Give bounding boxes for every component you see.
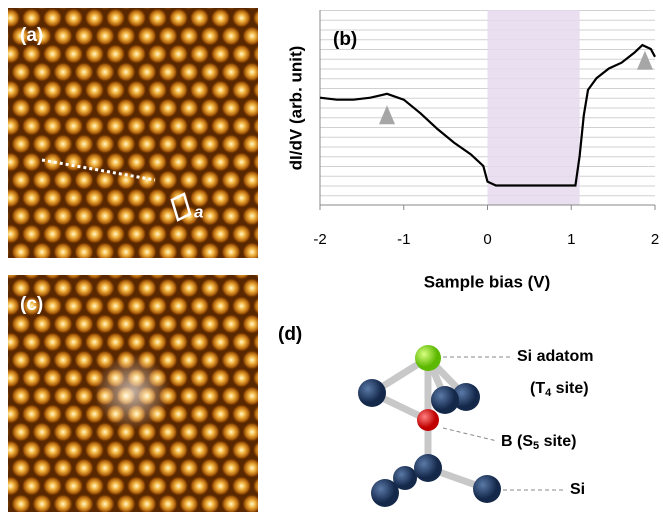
panel-label: (a) xyxy=(20,25,43,46)
atom-label: (T4 site) xyxy=(530,380,589,399)
x-axis-title: Sample bias (V) xyxy=(424,272,551,291)
shade-band xyxy=(487,10,580,205)
atom-label: Si adatom xyxy=(517,348,593,365)
x-tick-label: -1 xyxy=(397,231,410,248)
atom-label: B (S5 site) xyxy=(501,433,576,452)
y-axis-title: dI/dV (arb. unit) xyxy=(286,46,305,171)
panel-label: (d) xyxy=(278,324,302,345)
leaders xyxy=(442,356,565,491)
unit-cell xyxy=(170,192,192,222)
x-tick-label: 1 xyxy=(567,231,575,248)
atoms xyxy=(358,345,501,507)
atom-label: Si xyxy=(570,481,585,498)
panel-label: (c) xyxy=(20,294,43,315)
x-tick-label: 0 xyxy=(483,231,491,248)
x-tick-label: 2 xyxy=(651,231,659,248)
panel-label: (b) xyxy=(333,29,357,50)
feature-marker xyxy=(636,50,653,70)
line-profile xyxy=(41,158,156,182)
stm-image xyxy=(8,8,258,258)
defect-glow xyxy=(94,354,170,430)
lattice-label: a xyxy=(194,202,203,221)
data-line xyxy=(319,43,656,187)
feature-marker xyxy=(379,105,395,125)
x-tick-label: -2 xyxy=(313,231,326,248)
